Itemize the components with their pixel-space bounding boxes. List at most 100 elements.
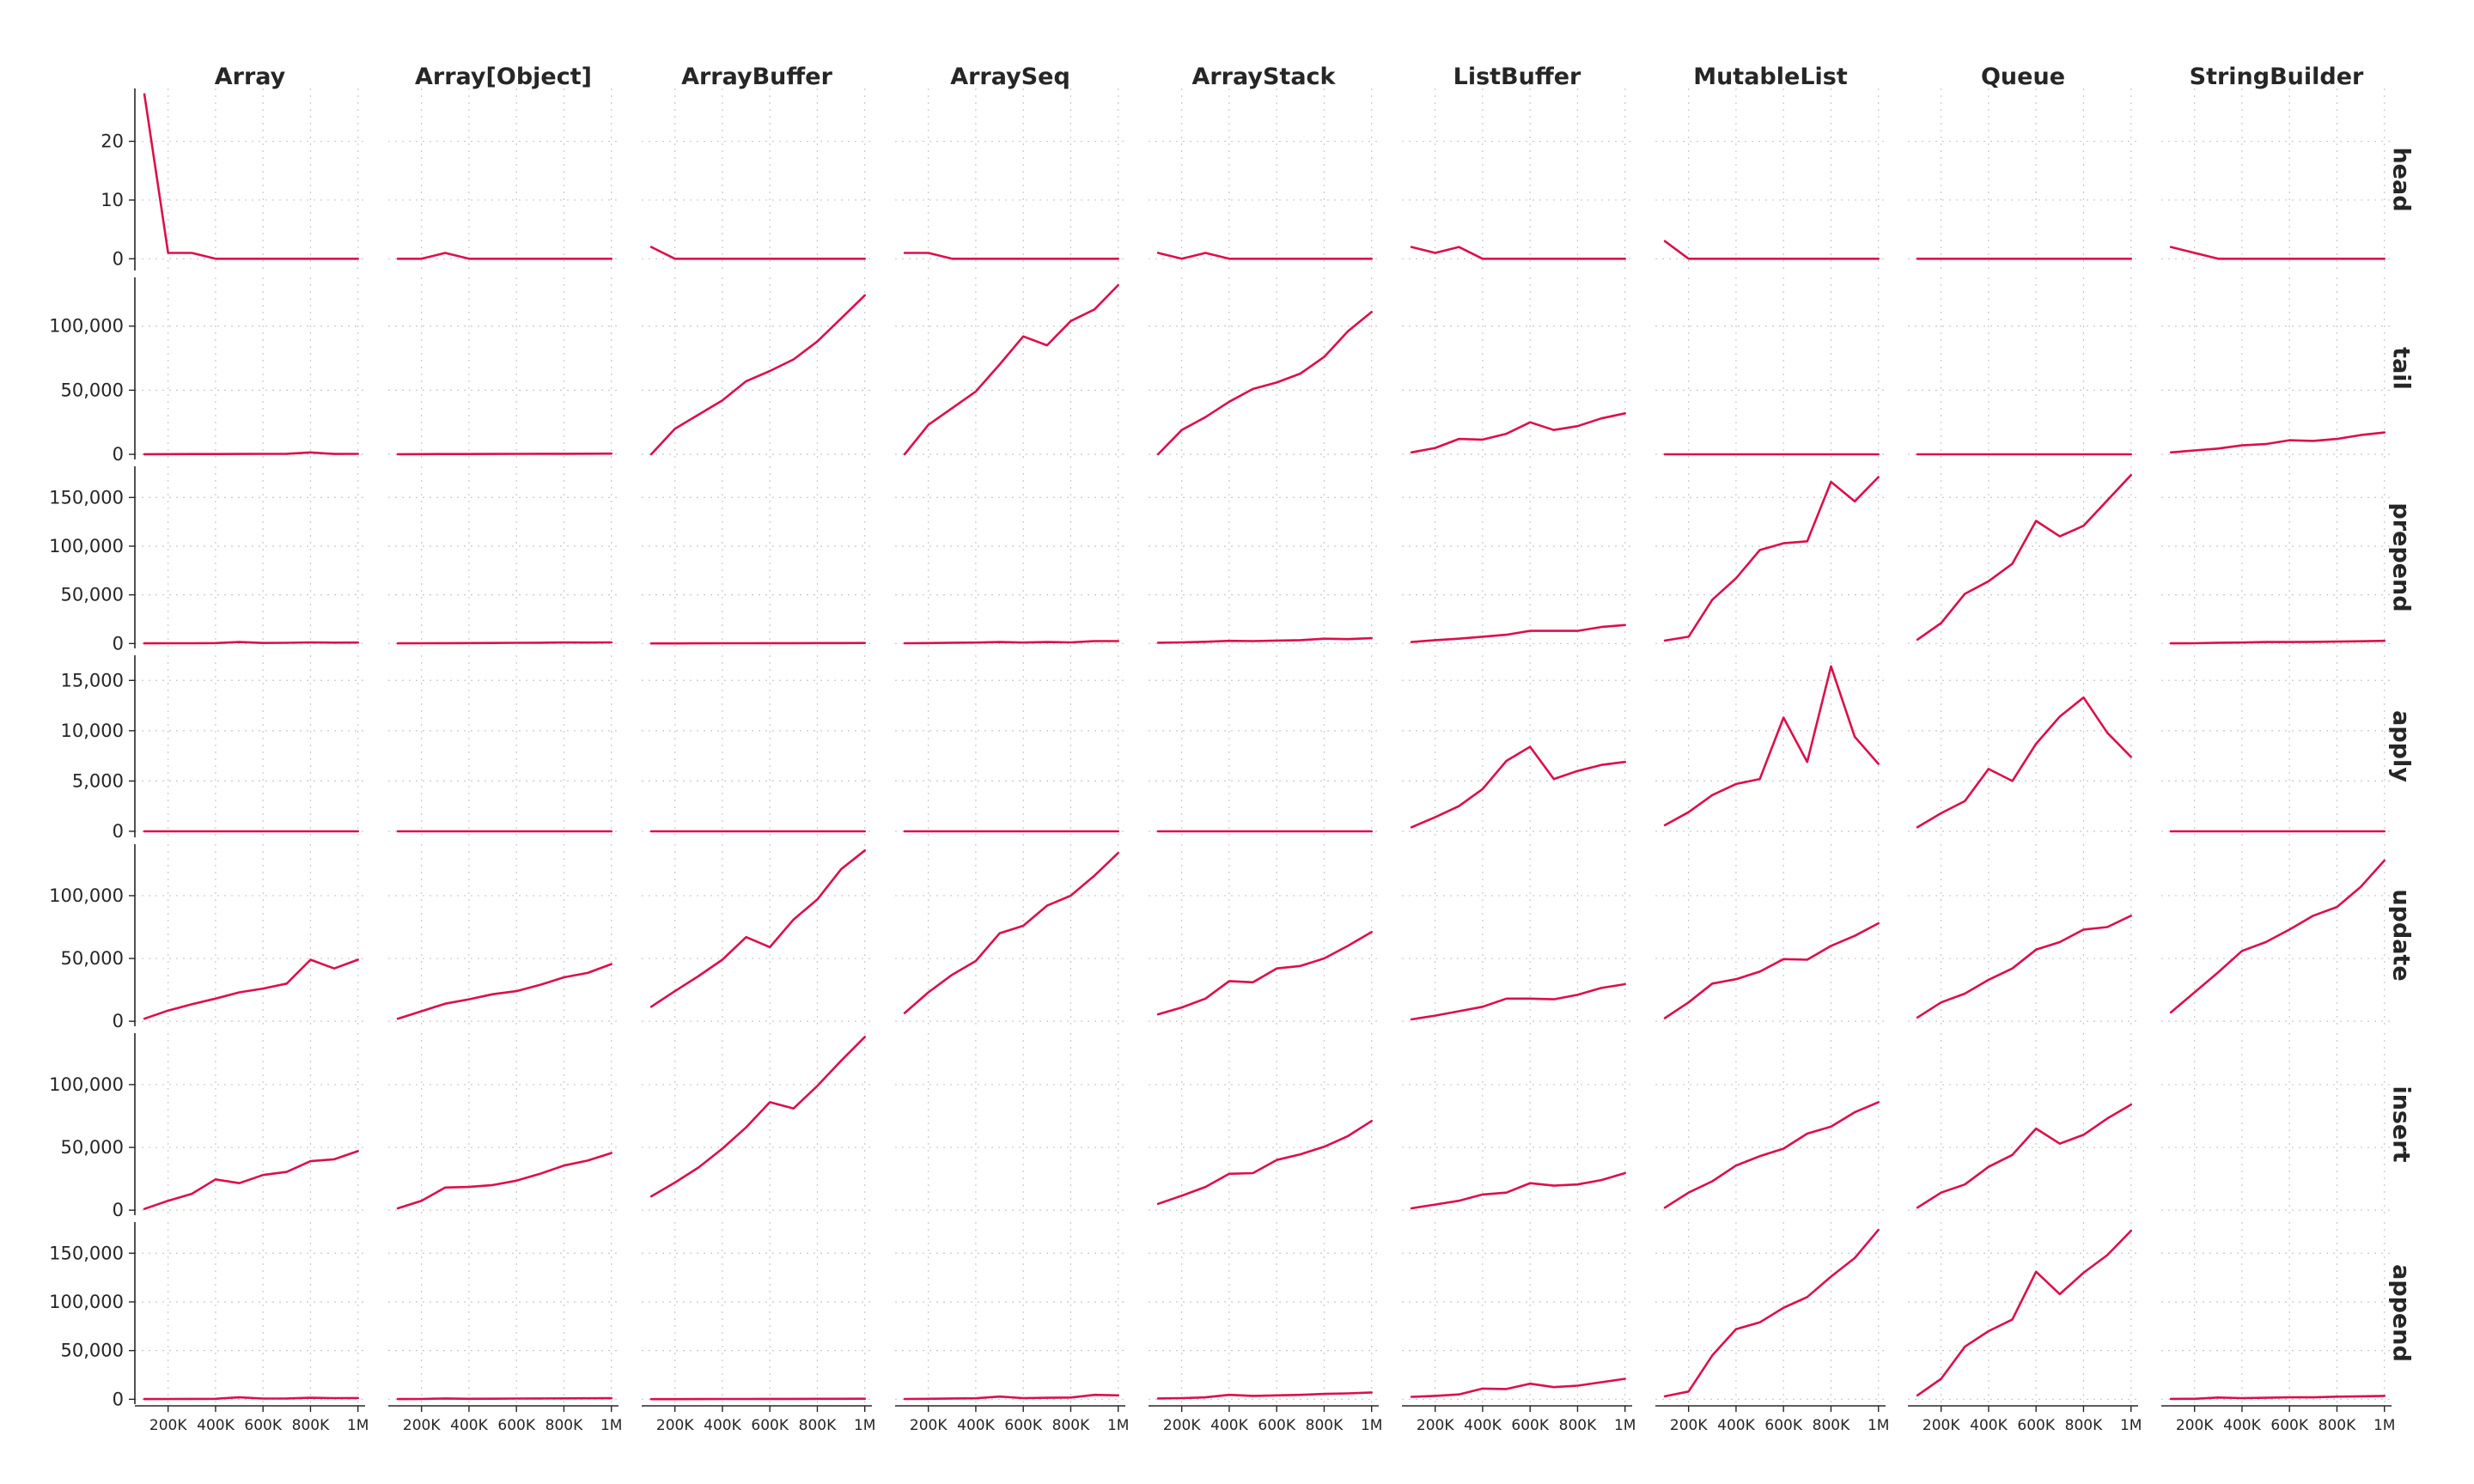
facet-panel-apply-arraybuffer bbox=[642, 655, 872, 837]
facet-panel-append-listbuffer: 200K 400K 600K 800K 1M bbox=[1402, 1222, 1636, 1434]
series-line-head-mutablelist bbox=[1663, 240, 1880, 260]
y-tick-label: 50,000 bbox=[61, 380, 124, 400]
column-title-arraystack: ArrayStack bbox=[1191, 64, 1336, 90]
series-line-tail-stringbuilder bbox=[2169, 431, 2386, 454]
series-line-prepend-array bbox=[143, 641, 360, 645]
y-tick-label: 0 bbox=[113, 821, 124, 842]
x-tick-label: 1M bbox=[854, 1417, 875, 1434]
facet-panel-update-arraybuffer bbox=[642, 844, 872, 1026]
series-line-head-arraybuffer bbox=[649, 246, 867, 260]
series-line-insert-mutablelist bbox=[1663, 1101, 1880, 1209]
row-title-head: head bbox=[2388, 147, 2415, 211]
facet-panel-update-arraystack bbox=[1149, 844, 1379, 1026]
facet-panel-prepend-listbuffer bbox=[1402, 466, 1632, 648]
facet-panel-prepend-array-object bbox=[388, 466, 618, 648]
x-tick-label: 200K bbox=[1417, 1417, 1454, 1434]
series-line-append-array bbox=[143, 1396, 360, 1401]
facet-panel-tail-mutablelist bbox=[1655, 277, 1886, 459]
x-tick-label: 600K bbox=[244, 1417, 282, 1434]
x-tick-label: 200K bbox=[656, 1417, 694, 1434]
x-tick-label: 200K bbox=[1163, 1417, 1201, 1434]
y-tick-label: 50,000 bbox=[61, 1137, 124, 1158]
facet-panel-apply-listbuffer bbox=[1402, 655, 1632, 837]
x-tick-label: 600K bbox=[2270, 1417, 2308, 1434]
x-tick-label: 600K bbox=[1511, 1417, 1549, 1434]
facet-panel-apply-array: 0 5,000 10,000 15,000 bbox=[61, 655, 365, 842]
facet-panel-tail-stringbuilder bbox=[2161, 277, 2392, 459]
column-title-queue: Queue bbox=[1981, 64, 2065, 90]
series-line-append-mutablelist bbox=[1663, 1228, 1880, 1398]
facet-panel-update-arrayseq bbox=[895, 844, 1125, 1026]
x-tick-label: 800K bbox=[2319, 1417, 2356, 1434]
series-line-apply-listbuffer bbox=[1410, 745, 1626, 829]
series-line-update-listbuffer bbox=[1410, 982, 1626, 1021]
row-title-prepend: prepend bbox=[2388, 502, 2415, 611]
x-tick-label: 1M bbox=[347, 1417, 369, 1434]
series-line-update-array-object bbox=[396, 963, 613, 1020]
x-tick-label: 1M bbox=[2373, 1417, 2395, 1434]
series-line-head-arraystack bbox=[1156, 252, 1373, 260]
facet-panel-head-arraybuffer bbox=[642, 88, 872, 271]
facet-panel-insert-arraybuffer bbox=[642, 1033, 872, 1215]
facet-panel-append-arraybuffer: 200K 400K 600K 800K 1M bbox=[642, 1222, 875, 1434]
x-tick-label: 200K bbox=[1670, 1417, 1708, 1434]
facet-panel-insert-queue bbox=[1908, 1033, 2138, 1215]
y-tick-label: 20 bbox=[101, 131, 124, 152]
series-line-head-listbuffer bbox=[1410, 246, 1626, 260]
facet-panel-head-queue bbox=[1908, 88, 2138, 271]
facet-panel-tail-queue bbox=[1908, 277, 2138, 459]
series-line-update-array bbox=[143, 958, 360, 1020]
x-tick-label: 800K bbox=[545, 1417, 583, 1434]
x-tick-label: 1M bbox=[1614, 1417, 1636, 1434]
row-title-append: append bbox=[2388, 1264, 2415, 1362]
y-tick-label: 150,000 bbox=[49, 487, 124, 508]
facet-panel-update-stringbuilder bbox=[2161, 844, 2392, 1026]
facet-panel-tail-array-object bbox=[388, 277, 618, 459]
series-line-insert-array-object bbox=[396, 1152, 613, 1210]
series-line-update-arrayseq bbox=[903, 851, 1119, 1014]
column-title-mutablelist: MutableList bbox=[1693, 64, 1848, 90]
facet-panel-prepend-queue bbox=[1908, 466, 2138, 648]
column-title-array: Array bbox=[215, 64, 286, 90]
facet-panel-insert-listbuffer bbox=[1402, 1033, 1632, 1215]
x-tick-label: 600K bbox=[1764, 1417, 1802, 1434]
x-tick-label: 400K bbox=[450, 1417, 488, 1434]
column-title-array-object: Array[Object] bbox=[415, 64, 592, 90]
x-tick-label: 800K bbox=[1306, 1417, 1344, 1434]
facet-panel-tail-arrayseq bbox=[895, 277, 1125, 459]
x-tick-label: 200K bbox=[1923, 1417, 1960, 1434]
x-tick-label: 600K bbox=[497, 1417, 535, 1434]
facet-panel-apply-arrayseq bbox=[895, 655, 1125, 837]
y-tick-label: 100,000 bbox=[49, 885, 124, 906]
facet-panel-apply-queue bbox=[1908, 655, 2138, 837]
series-line-tail-listbuffer bbox=[1410, 411, 1626, 454]
series-line-update-arraybuffer bbox=[649, 848, 867, 1008]
series-line-prepend-arrayseq bbox=[903, 640, 1119, 645]
facet-panel-head-arraystack bbox=[1149, 88, 1379, 271]
series-line-prepend-mutablelist bbox=[1663, 476, 1880, 642]
series-line-insert-queue bbox=[1916, 1104, 2132, 1209]
series-line-update-mutablelist bbox=[1663, 921, 1880, 1019]
facet-panel-append-array: 0 50,000 100,000 150,000 200K 400K 600K 800K 1M bbox=[49, 1222, 369, 1434]
facet-panel-insert-stringbuilder bbox=[2161, 1033, 2392, 1215]
series-line-tail-arrayseq bbox=[903, 283, 1119, 456]
column-title-arrayseq: ArraySeq bbox=[950, 64, 1070, 90]
facet-panel-prepend-arraybuffer bbox=[642, 466, 872, 648]
x-tick-label: 400K bbox=[2223, 1417, 2261, 1434]
y-tick-label: 100,000 bbox=[49, 316, 124, 337]
facet-panel-insert-array: 0 50,000 100,000 bbox=[49, 1033, 365, 1220]
column-title-arraybuffer: ArrayBuffer bbox=[681, 64, 833, 90]
facet-panel-append-mutablelist: 200K 400K 600K 800K 1M bbox=[1655, 1222, 1889, 1434]
x-tick-label: 800K bbox=[1052, 1417, 1090, 1434]
x-tick-label: 400K bbox=[1970, 1417, 2008, 1434]
column-title-listbuffer: ListBuffer bbox=[1453, 64, 1581, 90]
facet-panel-insert-array-object bbox=[388, 1033, 618, 1215]
y-tick-label: 50,000 bbox=[61, 585, 124, 605]
series-line-append-arrayseq bbox=[903, 1393, 1119, 1401]
facet-panel-tail-arraybuffer bbox=[642, 277, 872, 459]
y-tick-label: 10,000 bbox=[61, 721, 124, 741]
y-tick-label: 15,000 bbox=[61, 670, 124, 690]
y-tick-label: 0 bbox=[113, 633, 124, 654]
facet-panel-prepend-arraystack bbox=[1149, 466, 1379, 648]
